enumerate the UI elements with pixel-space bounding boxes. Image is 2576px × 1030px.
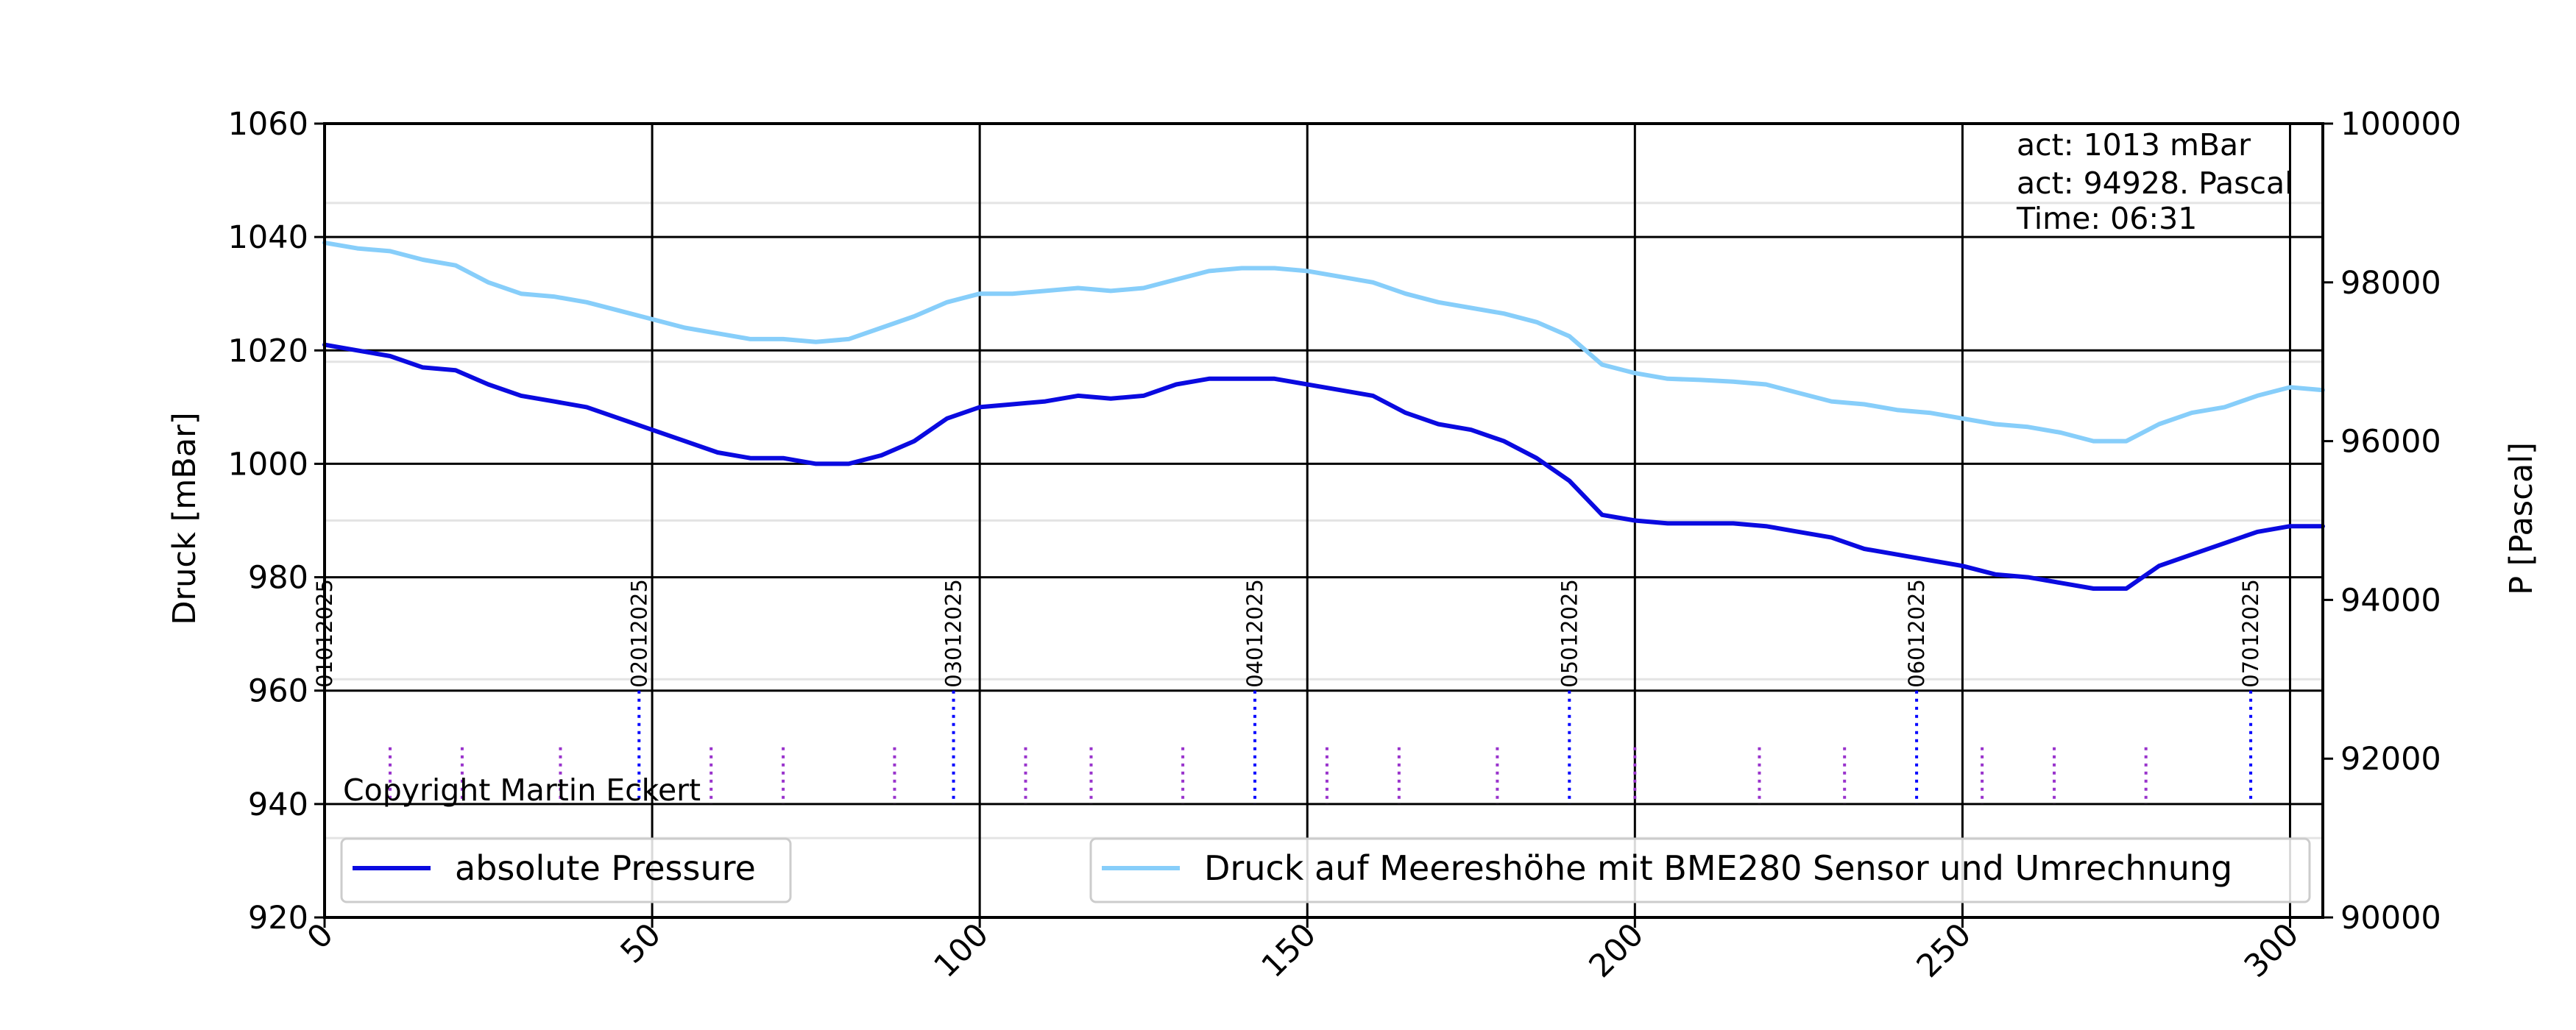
y-right-axis-label: P [Pascal] bbox=[2503, 442, 2540, 595]
y-left-tick-label: 980 bbox=[248, 560, 308, 597]
sea-level-pressure-line bbox=[322, 240, 2325, 444]
absolute-pressure-line bbox=[322, 342, 2325, 591]
info-line-time: Time: 06:31 bbox=[2016, 201, 2197, 236]
y-left-tick-label: 1040 bbox=[228, 219, 308, 256]
y-left-tick-label: 1060 bbox=[228, 106, 308, 143]
series-layer bbox=[322, 240, 2325, 591]
legend-right: Druck auf Meereshöhe mit BME280 Sensor u… bbox=[1089, 837, 2311, 903]
legend-left-frame bbox=[340, 837, 792, 903]
y-right-tick-label: 96000 bbox=[2340, 424, 2441, 461]
day-marker-label: 04012025 bbox=[1242, 579, 1267, 688]
info-line-pressure: act: 1013 mBar bbox=[2017, 127, 2251, 163]
day-marker-label: 05012025 bbox=[1557, 579, 1582, 688]
grid-layer bbox=[323, 122, 2323, 919]
y-left-tick-label: 940 bbox=[248, 786, 308, 823]
y-right-tick-label: 100000 bbox=[2340, 106, 2461, 143]
info-line-pascal: act: 94928. Pascal bbox=[2017, 166, 2293, 201]
y-right-tick-label: 94000 bbox=[2340, 582, 2441, 619]
day-marker-label: 03012025 bbox=[941, 579, 966, 688]
legend-right-frame bbox=[1089, 837, 2311, 903]
day-marker-label: 07012025 bbox=[2238, 579, 2263, 688]
y-left-tick-label: 1000 bbox=[228, 446, 308, 483]
y-left-axis-label: Druck [mBar] bbox=[166, 412, 203, 625]
y-right-tick-label: 98000 bbox=[2340, 265, 2441, 302]
copyright-text: Copyright Martin Eckert bbox=[343, 772, 701, 808]
day-marker-layer: 01012025 02012025 03012025 04012025 05012025… bbox=[312, 579, 2263, 804]
y-right-tick-label: 90000 bbox=[2340, 900, 2441, 937]
y-right-tick-label: 92000 bbox=[2340, 741, 2441, 778]
y-left-tick-label: 920 bbox=[248, 900, 308, 937]
plot-frame bbox=[323, 122, 2324, 919]
legend-absolute-pressure-label: absolute Pressure bbox=[455, 848, 756, 888]
legend-left: absolute Pressure bbox=[340, 837, 792, 903]
y-left-tick-label: 1020 bbox=[228, 333, 308, 369]
legend-sea-level-pressure-label: Druck auf Meereshöhe mit BME280 Sensor u… bbox=[1204, 848, 2232, 888]
day-marker-label: 02012025 bbox=[626, 579, 651, 688]
info-box: act: 1013 mBar act: 94928. Pascal Time: … bbox=[2016, 127, 2293, 236]
y-left-tick-label: 960 bbox=[248, 673, 308, 710]
day-marker-label: 06012025 bbox=[1904, 579, 1929, 688]
